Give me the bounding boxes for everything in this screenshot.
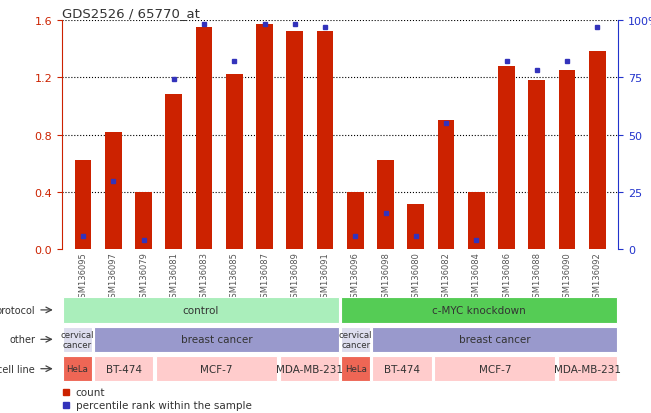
Bar [559,71,575,250]
FancyBboxPatch shape [341,297,617,323]
Bar [437,121,454,250]
Text: cell line: cell line [0,364,35,374]
Text: cervical
cancer: cervical cancer [339,330,372,349]
FancyBboxPatch shape [63,356,92,382]
Text: breast cancer: breast cancer [180,335,253,344]
Text: MCF-7: MCF-7 [201,364,232,374]
Bar [347,192,364,250]
Bar [105,133,122,250]
Text: HeLa: HeLa [66,364,89,373]
Bar [498,66,515,250]
Text: percentile rank within the sample: percentile rank within the sample [76,400,251,410]
Text: HeLa: HeLa [344,364,367,373]
Text: GDS2526 / 65770_at: GDS2526 / 65770_at [62,7,200,19]
Bar [468,192,484,250]
Text: cervical
cancer: cervical cancer [61,330,94,349]
Text: MDA-MB-231: MDA-MB-231 [276,364,342,374]
Text: other: other [9,335,35,344]
Text: control: control [183,305,219,315]
Bar [256,25,273,250]
Bar [226,75,243,250]
FancyBboxPatch shape [94,327,339,352]
Bar [316,32,333,250]
Text: BT-474: BT-474 [384,364,420,374]
Bar [196,28,212,250]
Text: protocol: protocol [0,305,35,315]
FancyBboxPatch shape [558,356,617,382]
FancyBboxPatch shape [156,356,277,382]
Bar [286,32,303,250]
FancyBboxPatch shape [341,356,370,382]
FancyBboxPatch shape [372,327,617,352]
Text: breast cancer: breast cancer [459,335,531,344]
Text: MDA-MB-231: MDA-MB-231 [554,364,621,374]
FancyBboxPatch shape [63,327,92,352]
Text: MCF-7: MCF-7 [478,364,511,374]
FancyBboxPatch shape [94,356,154,382]
Bar [377,161,394,250]
Bar [135,192,152,250]
FancyBboxPatch shape [341,327,370,352]
Text: BT-474: BT-474 [105,364,142,374]
FancyBboxPatch shape [279,356,339,382]
Bar [408,204,424,250]
Bar [165,95,182,250]
FancyBboxPatch shape [372,356,432,382]
Bar [529,81,545,250]
Text: count: count [76,387,105,396]
Text: c-MYC knockdown: c-MYC knockdown [432,305,526,315]
FancyBboxPatch shape [63,297,339,323]
Bar [589,52,605,250]
FancyBboxPatch shape [434,356,555,382]
Bar [75,161,91,250]
